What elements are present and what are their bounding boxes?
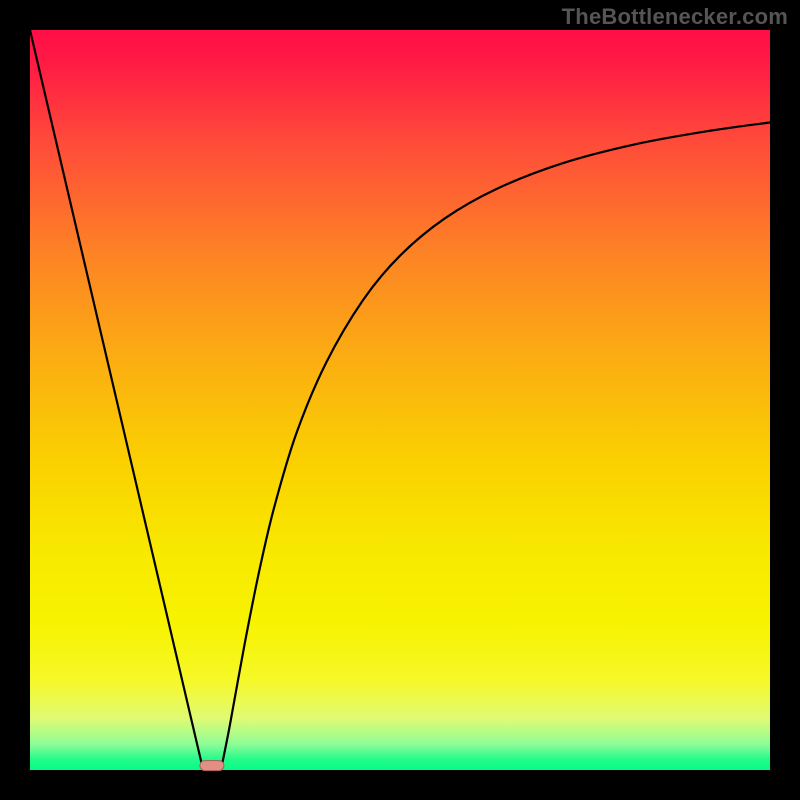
figure-container: TheBottlenecker.com [0,0,800,800]
minimum-marker [199,760,224,772]
plot-area [30,30,770,770]
gradient-rect [30,30,770,770]
watermark-text: TheBottlenecker.com [562,4,788,30]
gradient-background [30,30,770,770]
